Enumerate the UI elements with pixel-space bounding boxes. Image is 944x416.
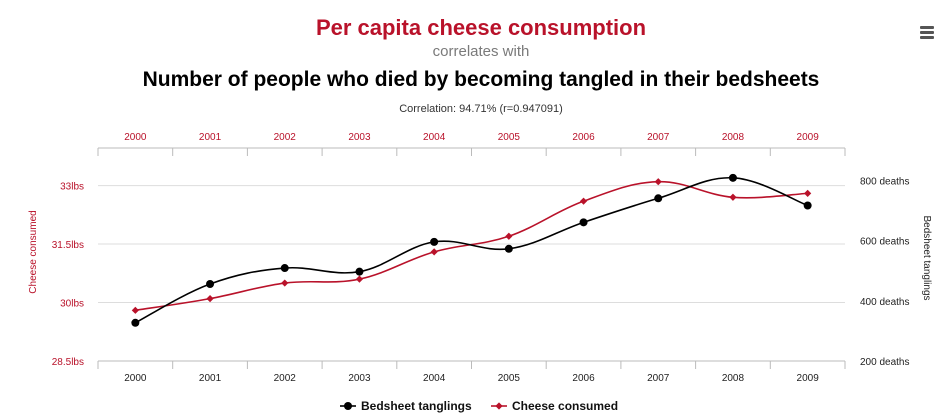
legend-marker-cheese-consumed bbox=[495, 402, 503, 410]
series-line-bedsheet-tanglings bbox=[134, 177, 808, 324]
x-tick-label-top: 2004 bbox=[423, 132, 446, 143]
x-tick-label-bottom: 2006 bbox=[572, 373, 595, 384]
x-tick-label-top: 2005 bbox=[498, 132, 521, 143]
legend-label-bedsheet-tanglings: Bedsheet tanglings bbox=[361, 399, 472, 413]
y-tick-label-right: 400 deaths bbox=[860, 297, 910, 308]
x-tick-label-bottom: 2008 bbox=[722, 373, 745, 384]
y-axis-left-label: Cheese consumed bbox=[28, 210, 39, 293]
x-tick-label-bottom: 2005 bbox=[498, 373, 521, 384]
series-line-cheese-consumed bbox=[135, 180, 808, 312]
legend-label-cheese-consumed: Cheese consumed bbox=[512, 399, 618, 413]
x-tick-label-top: 2009 bbox=[797, 132, 820, 143]
data-point-cheese-consumed bbox=[729, 193, 737, 201]
x-tick-label-top: 2002 bbox=[274, 132, 297, 143]
legend-marker-bedsheet-tanglings bbox=[344, 402, 352, 410]
data-point-cheese-consumed bbox=[281, 279, 289, 287]
x-tick-label-bottom: 2004 bbox=[423, 373, 446, 384]
x-tick-label-top: 2000 bbox=[124, 132, 147, 143]
data-point-cheese-consumed bbox=[206, 295, 214, 303]
y-tick-label-right: 600 deaths bbox=[860, 237, 910, 248]
chart-subtitle: correlates with bbox=[433, 43, 530, 60]
x-tick-label-bottom: 2009 bbox=[797, 373, 820, 384]
axes-layer: 2000 2000 2001 2001 2002 2002 2003 2003 2004 2004… bbox=[52, 132, 910, 384]
x-tick-label-top: 2003 bbox=[348, 132, 371, 143]
x-tick-label-bottom: 2007 bbox=[647, 373, 670, 384]
data-point-bedsheet-tanglings bbox=[131, 318, 140, 327]
data-point-cheese-consumed bbox=[505, 232, 513, 240]
data-point-cheese-consumed bbox=[804, 189, 812, 197]
y-tick-label-right: 200 deaths bbox=[860, 357, 910, 368]
x-tick-label-bottom: 2003 bbox=[348, 373, 371, 384]
y-axis-right-label: Bedsheet tanglings bbox=[921, 215, 932, 300]
data-point-cheese-consumed bbox=[579, 197, 588, 205]
legend[interactable]: Bedsheet tanglings Cheese consumed bbox=[340, 399, 618, 413]
correlation-text: Correlation: 94.71% (r=0.947091) bbox=[399, 103, 563, 115]
data-point-bedsheet-tanglings bbox=[430, 237, 439, 246]
x-tick-label-bottom: 2000 bbox=[124, 373, 147, 384]
data-point-cheese-consumed bbox=[430, 248, 438, 256]
data-point-bedsheet-tanglings bbox=[206, 279, 215, 288]
data-point-bedsheet-tanglings bbox=[579, 218, 588, 227]
x-tick-label-bottom: 2002 bbox=[274, 373, 297, 384]
x-tick-label-top: 2006 bbox=[572, 132, 595, 143]
chart-secondary-title: Number of people who died by becoming ta… bbox=[143, 68, 820, 91]
data-point-bedsheet-tanglings bbox=[803, 201, 812, 210]
data-point-bedsheet-tanglings bbox=[504, 244, 513, 253]
data-point-cheese-consumed bbox=[654, 178, 662, 186]
y-tick-label-left: 31.5lbs bbox=[52, 240, 84, 251]
data-point-bedsheet-tanglings bbox=[728, 173, 737, 182]
y-tick-label-left: 33lbs bbox=[60, 182, 84, 193]
x-tick-label-top: 2008 bbox=[722, 132, 745, 143]
y-tick-label-left: 30lbs bbox=[60, 299, 84, 310]
data-point-bedsheet-tanglings bbox=[355, 267, 364, 276]
series-layer bbox=[131, 173, 812, 327]
x-tick-label-bottom: 2001 bbox=[199, 373, 222, 384]
x-tick-label-top: 2007 bbox=[647, 132, 670, 143]
data-point-cheese-consumed bbox=[355, 275, 364, 283]
x-tick-label-top: 2001 bbox=[199, 132, 222, 143]
y-tick-label-left: 28.5lbs bbox=[52, 357, 84, 368]
chart-title: Per capita cheese consumption bbox=[316, 15, 646, 40]
hamburger-menu-icon[interactable] bbox=[920, 26, 934, 40]
y-tick-label-right: 800 deaths bbox=[860, 177, 910, 188]
data-point-bedsheet-tanglings bbox=[654, 194, 663, 203]
data-point-cheese-consumed bbox=[131, 306, 139, 314]
data-point-bedsheet-tanglings bbox=[280, 264, 289, 273]
